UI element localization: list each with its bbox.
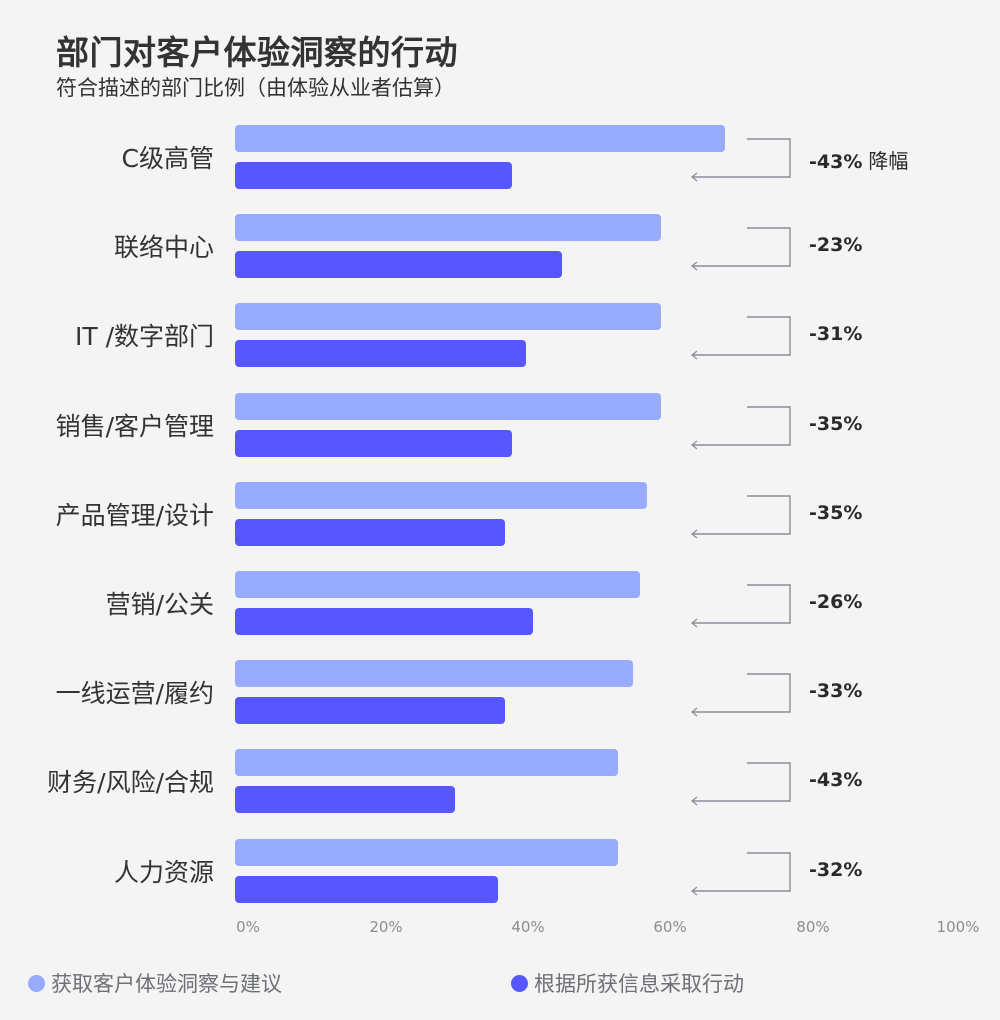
category-label: C级高管 xyxy=(121,144,214,173)
bar-action xyxy=(235,608,534,635)
category-label: 产品管理/设计 xyxy=(55,501,214,530)
bar-action xyxy=(235,251,562,278)
bar-action xyxy=(235,340,527,367)
bar-insight xyxy=(235,125,725,152)
decrease-value: -43% xyxy=(809,151,863,173)
decrease-label: -43% xyxy=(809,769,862,791)
decrease-label: -35% xyxy=(809,502,862,524)
category-label: 人力资源 xyxy=(113,858,214,887)
decrease-arrow-icon xyxy=(691,852,791,896)
category-label: 财务/风险/合规 xyxy=(47,768,214,797)
category-label: 营销/公关 xyxy=(105,590,214,619)
bar-insight xyxy=(235,571,640,598)
decrease-value: -43% xyxy=(809,769,863,791)
decrease-arrow-icon xyxy=(691,316,791,360)
decrease-value: -23% xyxy=(809,234,863,256)
decrease-arrow-icon xyxy=(691,762,791,806)
legend-label-action: 根据所获信息采取行动 xyxy=(534,972,744,996)
decrease-label: -33% xyxy=(809,680,862,702)
bar-action xyxy=(235,786,456,813)
decrease-label: -32% xyxy=(809,859,862,881)
bar-group: 财务/风险/合规 -43% xyxy=(0,749,1000,829)
bar-insight xyxy=(235,749,619,776)
bar-insight xyxy=(235,303,661,330)
x-tick-label: 40% xyxy=(511,918,545,936)
decrease-value: -35% xyxy=(809,502,863,524)
bar-insight xyxy=(235,660,633,687)
chart-subtitle: 符合描述的部门比例（由体验从业者估算） xyxy=(56,76,455,100)
x-tick-label: 20% xyxy=(369,918,403,936)
bar-group: IT /数字部门 -31% xyxy=(0,303,1000,383)
bar-group: 一线运营/履约 -33% xyxy=(0,660,1000,740)
x-tick-label: 100% xyxy=(936,918,980,936)
bar-action xyxy=(235,876,498,903)
legend-label-insight: 获取客户体验洞察与建议 xyxy=(51,972,282,996)
decrease-label: -35% xyxy=(809,413,862,435)
bar-group: 产品管理/设计 -35% xyxy=(0,482,1000,562)
bar-action xyxy=(235,519,505,546)
legend-swatch-light-icon xyxy=(28,974,45,992)
x-axis: 0% 20% 40% 60% 80% 100% xyxy=(0,918,1000,940)
decrease-value: -26% xyxy=(809,591,863,613)
bar-group: C级高管 -43% 降幅 xyxy=(0,125,1000,205)
decrease-arrow-icon xyxy=(691,406,791,450)
decrease-label: -43% 降幅 xyxy=(809,145,908,174)
bar-group: 销售/客户管理 -35% xyxy=(0,393,1000,473)
decrease-value: -31% xyxy=(809,323,863,345)
decrease-arrow-icon xyxy=(691,495,791,539)
bar-action xyxy=(235,162,512,189)
legend-item-action: 根据所获信息采取行动 xyxy=(511,968,744,998)
decrease-value: -32% xyxy=(809,859,863,881)
category-label: IT /数字部门 xyxy=(74,322,214,351)
category-label: 一线运营/履约 xyxy=(55,679,214,708)
bar-group: 营销/公关 -26% xyxy=(0,571,1000,651)
x-tick-label: 80% xyxy=(796,918,830,936)
x-tick-label: 0% xyxy=(236,918,260,936)
bar-insight xyxy=(235,214,661,241)
bar-insight xyxy=(235,393,661,420)
bar-action xyxy=(235,430,512,457)
bar-insight xyxy=(235,839,619,866)
decrease-arrow-icon xyxy=(691,584,791,628)
decrease-label: -23% xyxy=(809,234,862,256)
bar-group: 人力资源 -32% xyxy=(0,839,1000,919)
decrease-arrow-icon xyxy=(691,227,791,271)
category-label: 联络中心 xyxy=(113,233,214,262)
bar-insight xyxy=(235,482,647,509)
bar-group: 联络中心 -23% xyxy=(0,214,1000,294)
legend-swatch-dark-icon xyxy=(511,974,528,992)
decrease-value: -33% xyxy=(809,680,863,702)
decrease-arrow-icon xyxy=(691,138,791,182)
decrease-label: -31% xyxy=(809,323,862,345)
decrease-value: -35% xyxy=(809,413,863,435)
legend: 获取客户体验洞察与建议 根据所获信息采取行动 xyxy=(0,968,1000,998)
bar-action xyxy=(235,697,505,724)
decrease-label: -26% xyxy=(809,591,862,613)
chart-title: 部门对客户体验洞察的行动 xyxy=(56,33,458,72)
decrease-suffix: 降幅 xyxy=(868,149,909,173)
decrease-arrow-icon xyxy=(691,673,791,717)
legend-item-insight: 获取客户体验洞察与建议 xyxy=(28,968,282,998)
x-tick-label: 60% xyxy=(653,918,687,936)
category-label: 销售/客户管理 xyxy=(55,412,214,441)
